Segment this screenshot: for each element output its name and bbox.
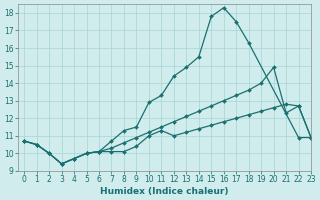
- X-axis label: Humidex (Indice chaleur): Humidex (Indice chaleur): [100, 187, 229, 196]
